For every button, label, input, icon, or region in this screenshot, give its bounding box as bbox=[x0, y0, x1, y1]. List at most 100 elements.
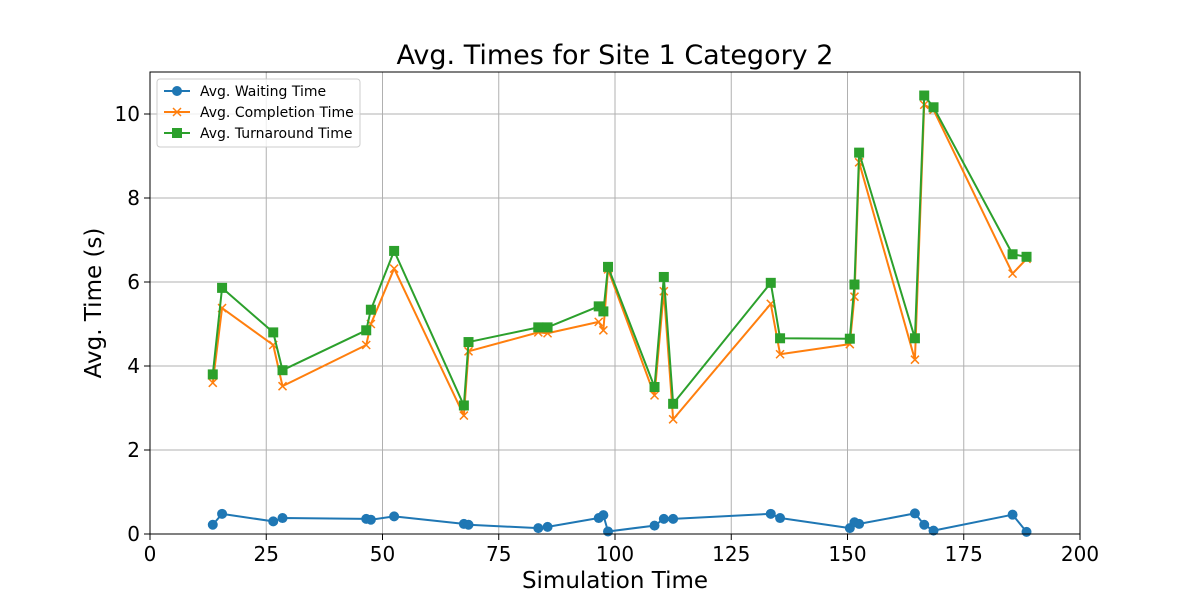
data-point bbox=[1021, 526, 1032, 537]
y-tick-label: 0 bbox=[127, 522, 140, 546]
legend-swatch-marker bbox=[172, 107, 182, 117]
data-point bbox=[765, 508, 776, 519]
legend-item: Avg. Completion Time bbox=[164, 105, 354, 121]
data-point bbox=[598, 325, 608, 335]
x-marker-stroke bbox=[1008, 269, 1018, 279]
series-1 bbox=[207, 508, 1032, 537]
x-tick-label: 150 bbox=[828, 542, 866, 566]
data-point bbox=[909, 508, 920, 519]
legend-item: Avg. Turnaround Time bbox=[164, 126, 352, 142]
data-point bbox=[361, 325, 372, 336]
legend-label: Avg. Waiting Time bbox=[200, 84, 326, 100]
legend-box bbox=[156, 78, 361, 148]
data-point bbox=[659, 286, 669, 296]
legend: Avg. Waiting Time Avg. Completion Time Avg… bbox=[156, 78, 361, 148]
data-point bbox=[909, 333, 920, 344]
x-tick-label: 75 bbox=[486, 542, 511, 566]
data-point bbox=[658, 513, 669, 524]
x-marker-stroke bbox=[598, 325, 608, 335]
x-tick-label: 125 bbox=[712, 542, 750, 566]
data-point bbox=[919, 90, 930, 101]
legend-label: Avg. Completion Time bbox=[200, 105, 354, 121]
x-marker-stroke bbox=[389, 264, 399, 274]
data-point bbox=[463, 519, 474, 530]
data-point bbox=[849, 279, 860, 290]
data-point bbox=[459, 411, 469, 421]
legend-label: Avg. Turnaround Time bbox=[200, 126, 352, 142]
data-point bbox=[854, 518, 865, 529]
data-point bbox=[649, 390, 660, 400]
data-point bbox=[928, 525, 939, 536]
data-point bbox=[208, 378, 218, 388]
x-marker-stroke bbox=[361, 340, 371, 350]
series-line bbox=[211, 103, 1028, 421]
data-point bbox=[542, 322, 553, 333]
x-marker-stroke bbox=[775, 349, 785, 359]
data-point bbox=[1007, 509, 1018, 520]
y-tick-label: 4 bbox=[127, 354, 140, 378]
x-tick-label: 25 bbox=[254, 542, 279, 566]
legend-item: Avg. Waiting Time bbox=[164, 84, 326, 100]
data-point bbox=[598, 510, 609, 521]
x-marker-stroke bbox=[594, 317, 604, 327]
data-point bbox=[365, 514, 376, 525]
x-tick-label: 0 bbox=[144, 542, 157, 566]
data-point bbox=[649, 382, 660, 392]
data-point bbox=[542, 521, 553, 532]
data-point bbox=[1021, 251, 1032, 262]
data-point bbox=[217, 282, 228, 293]
data-point bbox=[919, 519, 930, 530]
series-layer bbox=[207, 90, 1032, 537]
x-tick-label: 200 bbox=[1061, 542, 1099, 566]
y-tick-label: 10 bbox=[115, 102, 140, 126]
x-marker-stroke bbox=[659, 286, 669, 296]
data-point bbox=[668, 513, 679, 524]
x-marker-stroke bbox=[649, 390, 660, 400]
data-point bbox=[389, 511, 400, 522]
data-point bbox=[910, 355, 920, 365]
data-point bbox=[603, 526, 614, 537]
data-point bbox=[603, 261, 614, 272]
data-point bbox=[207, 369, 218, 380]
data-point bbox=[775, 513, 786, 524]
data-point bbox=[533, 322, 544, 333]
x-marker-stroke bbox=[277, 381, 288, 391]
x-marker-stroke bbox=[459, 411, 469, 421]
x-marker-stroke bbox=[668, 414, 678, 424]
y-tick-label: 2 bbox=[127, 438, 140, 462]
data-point bbox=[649, 520, 660, 531]
data-point bbox=[668, 414, 678, 424]
data-point bbox=[1007, 249, 1018, 260]
chart-title: Avg. Times for Site 1 Category 2 bbox=[397, 40, 834, 71]
x-marker-stroke bbox=[849, 292, 860, 302]
series-3 bbox=[207, 90, 1032, 411]
data-point bbox=[361, 340, 371, 350]
data-point bbox=[765, 277, 776, 288]
data-point bbox=[207, 519, 218, 530]
data-point bbox=[658, 271, 669, 282]
x-marker-stroke bbox=[172, 107, 182, 117]
data-point bbox=[533, 523, 544, 534]
data-point bbox=[928, 102, 939, 113]
data-point bbox=[268, 327, 279, 338]
axis-ticks: 0 25 50 75 100 125 150 175 200 0 2 4 6 8 10 bbox=[115, 102, 1100, 566]
data-point bbox=[458, 400, 469, 411]
series-line bbox=[212, 512, 1028, 533]
data-point bbox=[849, 292, 860, 302]
data-point bbox=[844, 333, 855, 344]
data-point bbox=[277, 365, 288, 376]
data-point bbox=[463, 337, 474, 348]
data-point bbox=[775, 349, 785, 359]
x-marker-stroke bbox=[208, 378, 218, 388]
data-point bbox=[854, 147, 865, 158]
x-axis-label: Simulation Time bbox=[522, 568, 708, 594]
data-point bbox=[594, 317, 604, 327]
x-marker-stroke bbox=[910, 355, 920, 365]
data-point bbox=[268, 516, 279, 527]
series-2 bbox=[208, 100, 1032, 424]
data-point bbox=[775, 333, 786, 344]
data-point bbox=[365, 304, 376, 315]
data-point bbox=[217, 508, 228, 519]
x-tick-label: 175 bbox=[945, 542, 983, 566]
